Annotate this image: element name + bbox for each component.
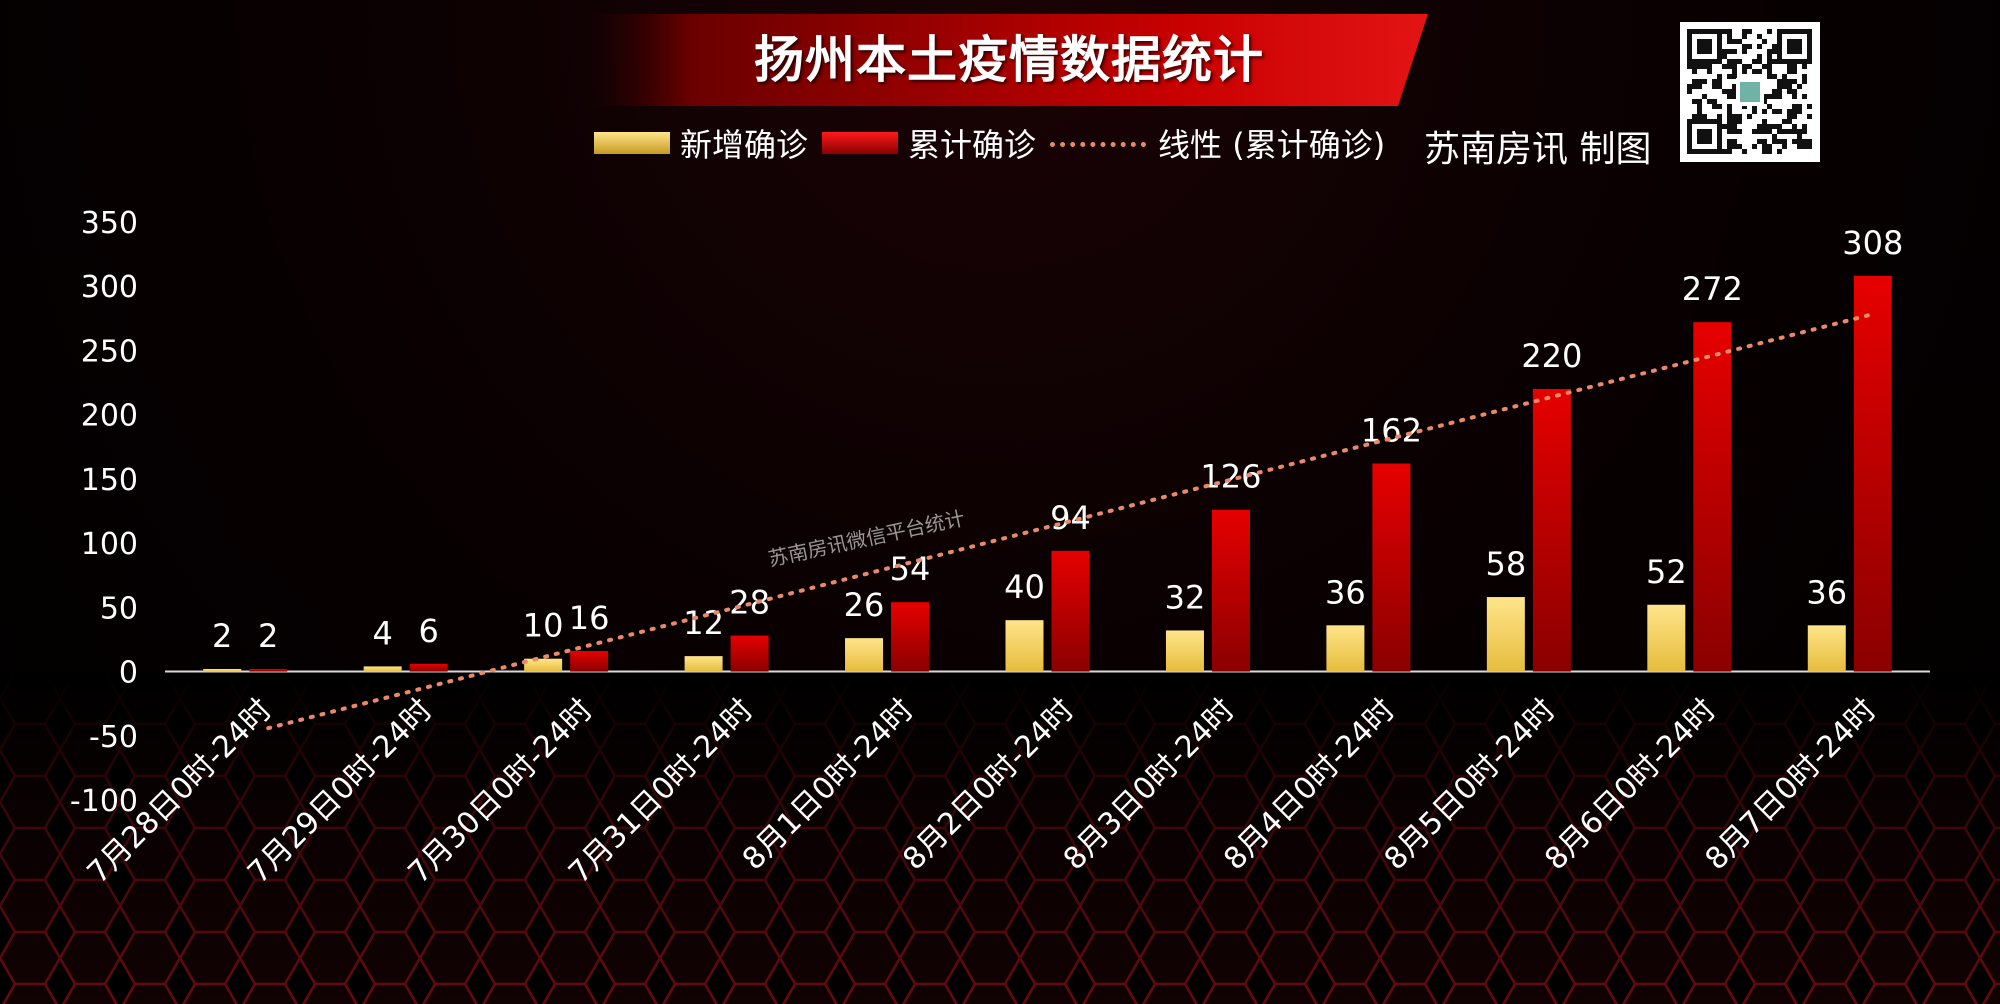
data-label-total: 272 <box>1682 270 1743 308</box>
data-label-new: 52 <box>1646 553 1687 591</box>
data-label-new: 58 <box>1486 545 1527 583</box>
y-tick-label: 100 <box>81 527 138 562</box>
data-label-total: 308 <box>1842 224 1903 262</box>
data-label-new: 36 <box>1325 573 1366 611</box>
y-tick-label: 300 <box>81 270 138 305</box>
data-label-new: 40 <box>1004 568 1045 606</box>
bar-new <box>524 658 563 672</box>
legend: 新增确诊 累计确诊 线性 (累计确诊) <box>594 118 1399 168</box>
x-category-label: 8月7日0时-24时 <box>1699 692 1884 877</box>
bar-total <box>1211 509 1250 672</box>
bar-new <box>203 668 242 672</box>
data-label-total: 6 <box>419 612 439 650</box>
bar-new <box>1326 625 1365 672</box>
credit-text: 苏南房讯 制图 <box>1424 129 1652 170</box>
data-label-total: 94 <box>1050 499 1091 537</box>
x-category-label: 8月2日0时-24时 <box>896 692 1081 877</box>
y-tick-label: 150 <box>81 463 138 498</box>
legend-item-total: 累计确诊 <box>822 120 1036 166</box>
data-label-total: 16 <box>569 599 610 637</box>
data-label-new: 12 <box>683 604 724 642</box>
data-label-total: 220 <box>1521 337 1582 375</box>
bar-total <box>409 663 448 672</box>
bar-total <box>730 635 769 672</box>
data-label-new: 2 <box>212 617 232 655</box>
data-label-new: 4 <box>373 614 393 652</box>
y-tick-label: -50 <box>89 720 138 755</box>
legend-label-total: 累计确诊 <box>908 126 1037 164</box>
legend-swatch-linear <box>1050 141 1147 147</box>
y-tick-label: 50 <box>100 591 138 626</box>
data-label-total: 162 <box>1361 411 1422 449</box>
bar-total <box>1532 388 1571 672</box>
bar-total <box>1372 463 1411 672</box>
legend-label-new: 新增确诊 <box>680 126 809 164</box>
data-label-total: 126 <box>1200 458 1261 496</box>
data-label-new: 26 <box>844 586 885 624</box>
y-tick-label: -100 <box>70 784 138 819</box>
bar-total <box>1693 322 1732 672</box>
data-label-total: 54 <box>890 550 931 588</box>
bar-new <box>1165 630 1204 672</box>
bar-new <box>845 638 884 672</box>
bar-total <box>1051 550 1090 672</box>
x-category-label: 8月5日0时-24时 <box>1378 692 1563 877</box>
bar-new <box>1647 604 1686 672</box>
x-category-label: 8月1日0时-24时 <box>736 692 921 877</box>
bar-total <box>891 602 930 672</box>
qr-code-image <box>1680 22 1820 162</box>
watermark-text: 苏南房讯微信平台统计 <box>766 506 967 571</box>
y-tick-label: 200 <box>81 399 138 434</box>
bar-new <box>684 656 723 672</box>
data-label-new: 10 <box>523 607 564 645</box>
legend-swatch-new <box>594 132 670 154</box>
legend-swatch-total <box>822 132 899 154</box>
bar-new <box>363 666 402 672</box>
legend-item-linear: 线性 (累计确诊) <box>1050 120 1385 166</box>
x-category-label: 8月4日0时-24时 <box>1217 692 1402 877</box>
bar-new <box>1807 625 1846 672</box>
title-banner: 扬州本土疫情数据统计 <box>590 14 1428 106</box>
bar-total <box>249 668 288 672</box>
legend-label-linear: 线性 (累计确诊) <box>1158 126 1386 164</box>
bar-total <box>1853 275 1892 672</box>
y-tick-label: 0 <box>119 656 138 691</box>
trendline-linear <box>266 312 1875 731</box>
bar-new <box>1005 620 1044 672</box>
y-tick-label: 250 <box>81 334 138 369</box>
data-label-new: 36 <box>1806 573 1847 611</box>
x-category-label: 8月3日0时-24时 <box>1057 692 1242 877</box>
bar-total <box>570 651 609 672</box>
hexagon-floor-decoration <box>0 672 2000 1004</box>
y-tick-label: 350 <box>81 206 138 241</box>
x-category-label: 8月6日0时-24时 <box>1538 692 1723 877</box>
chart-title: 扬州本土疫情数据统计 <box>754 31 1264 89</box>
data-label-total: 2 <box>258 617 278 655</box>
legend-item-new: 新增确诊 <box>594 120 808 166</box>
data-label-new: 32 <box>1165 578 1206 616</box>
bar-new <box>1486 597 1525 672</box>
